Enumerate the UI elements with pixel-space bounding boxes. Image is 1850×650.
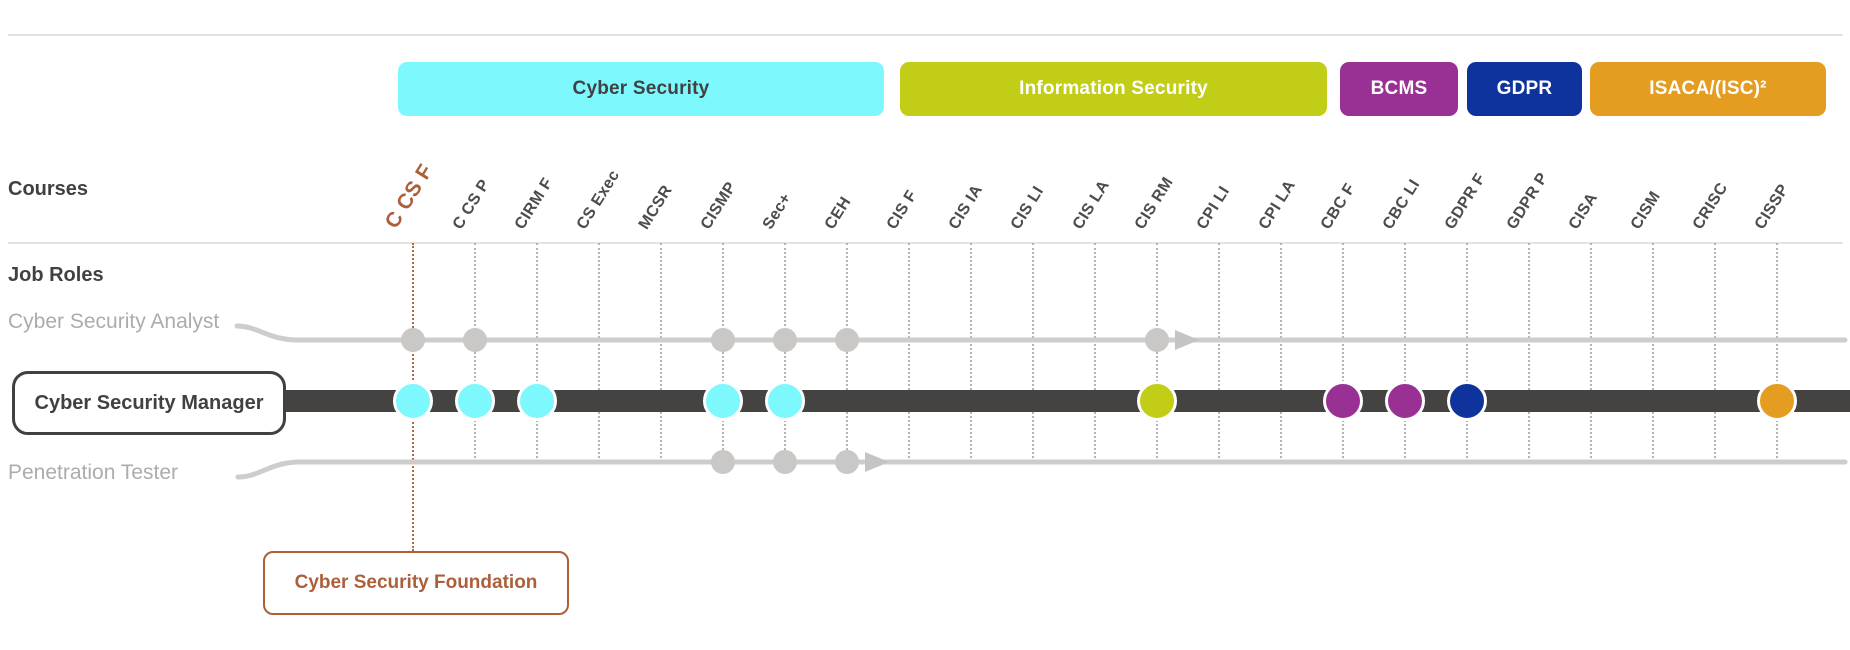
course-gridline xyxy=(536,243,538,462)
course-dot-cis-rm[interactable] xyxy=(1145,328,1169,352)
continuation-arrow-icon xyxy=(1175,330,1199,350)
analyst-line xyxy=(234,323,1848,343)
course-gridline xyxy=(1280,243,1282,462)
legend-pill-information-security[interactable]: Information Security xyxy=(900,62,1327,116)
course-dot-cismp[interactable] xyxy=(703,381,743,421)
continuation-arrow-icon xyxy=(865,452,889,472)
course-gridline xyxy=(1590,243,1592,462)
courses-heading: Courses xyxy=(8,178,89,200)
top-divider xyxy=(8,34,1843,36)
legend-pill-cyber-security[interactable]: Cyber Security xyxy=(398,62,884,116)
course-gridline xyxy=(1094,243,1096,462)
role-label-penetration-tester[interactable]: Penetration Tester xyxy=(8,461,179,484)
legend-pill-isaca-isc-[interactable]: ISACA/(ISC)² xyxy=(1590,62,1826,116)
course-gridline xyxy=(1714,243,1716,462)
course-callout[interactable]: Cyber Security Foundation xyxy=(263,551,569,615)
course-dot-sec-[interactable] xyxy=(765,381,805,421)
course-gridline xyxy=(1404,243,1406,462)
course-dot-ceh[interactable] xyxy=(835,450,859,474)
course-dot-c-cs-f[interactable] xyxy=(393,381,433,421)
course-dot-gdpr-f[interactable] xyxy=(1447,381,1487,421)
course-gridline xyxy=(1466,243,1468,462)
course-callout-label: Cyber Security Foundation xyxy=(294,572,538,593)
course-dot-cbc-f[interactable] xyxy=(1323,381,1363,421)
course-dot-cirm-f[interactable] xyxy=(517,381,557,421)
course-dot-cbc-li[interactable] xyxy=(1385,381,1425,421)
role-label-manager[interactable]: Cyber Security Manager xyxy=(12,371,286,435)
course-gridline xyxy=(1528,243,1530,462)
course-gridline xyxy=(660,243,662,462)
course-dot-sec-[interactable] xyxy=(773,328,797,352)
course-gridline xyxy=(1342,243,1344,462)
course-gridline xyxy=(1156,243,1158,462)
course-gridline xyxy=(1776,243,1778,462)
course-gridline xyxy=(846,243,848,462)
course-dot-cismp[interactable] xyxy=(711,328,735,352)
role-label-analyst[interactable]: Cyber Security Analyst xyxy=(8,310,220,333)
penetration-line xyxy=(235,459,1848,480)
course-gridline xyxy=(722,243,724,462)
course-dot-ceh[interactable] xyxy=(835,328,859,352)
legend-pill-gdpr[interactable]: GDPR xyxy=(1467,62,1582,116)
course-gridline xyxy=(970,243,972,462)
course-gridline xyxy=(784,243,786,462)
course-dot-c-cs-p[interactable] xyxy=(463,328,487,352)
course-dot-cismp[interactable] xyxy=(711,450,735,474)
courses-divider xyxy=(8,242,1843,244)
course-gridline xyxy=(1652,243,1654,462)
course-gridline xyxy=(1032,243,1034,462)
course-gridline xyxy=(908,243,910,462)
course-dot-sec-[interactable] xyxy=(773,450,797,474)
course-gridline xyxy=(598,243,600,462)
course-dot-cis-rm[interactable] xyxy=(1137,381,1177,421)
course-dot-c-cs-f[interactable] xyxy=(401,328,425,352)
legend-pill-bcms[interactable]: BCMS xyxy=(1340,62,1458,116)
course-gridline xyxy=(474,243,476,462)
course-dot-cissp[interactable] xyxy=(1757,381,1797,421)
course-gridline xyxy=(1218,243,1220,462)
job-roles-heading: Job Roles xyxy=(8,264,104,286)
course-dot-c-cs-p[interactable] xyxy=(455,381,495,421)
